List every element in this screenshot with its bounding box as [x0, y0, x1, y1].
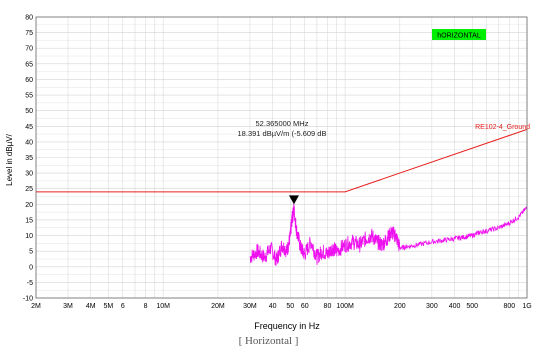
- y-tick-label: 25: [25, 186, 33, 193]
- y-tick-label: -10: [23, 296, 33, 303]
- x-tick-label: 500: [466, 303, 478, 310]
- plot-border: [35, 16, 528, 299]
- y-tick-label: 30: [25, 171, 33, 178]
- y-tick-label: 35: [25, 155, 33, 162]
- y-tick-label: 45: [25, 124, 33, 131]
- x-tick-label: 50: [286, 303, 294, 310]
- legend-tag-bg: [432, 29, 486, 40]
- y-tick-label: 60: [25, 77, 33, 84]
- y-tick-label: 5: [29, 249, 33, 256]
- y-tick-label: 10: [25, 233, 33, 240]
- x-axis-label: Frequency in Hz: [254, 321, 320, 331]
- y-tick-label: 50: [25, 108, 33, 115]
- marker-frequency: 52.365000 MHz: [256, 119, 309, 128]
- peak-marker: [288, 195, 299, 205]
- y-tick-label: 70: [25, 46, 33, 53]
- x-tick-label: 30M: [243, 303, 257, 310]
- y-tick-label: 65: [25, 61, 33, 68]
- y-tick-label: 80: [25, 15, 33, 22]
- x-tick-label: 4M: [86, 303, 96, 310]
- y-tick-label: 55: [25, 93, 33, 100]
- limit-line: [36, 128, 528, 193]
- x-tick-label: 800: [504, 303, 516, 310]
- chart-caption: [ Horizontal ]: [238, 335, 299, 347]
- y-tick-label: -5: [27, 280, 33, 287]
- x-tick-label: 6: [121, 303, 125, 310]
- x-tick-label: 8: [144, 303, 148, 310]
- x-tick-label: 80: [324, 303, 332, 310]
- marker-level: 18.391 dBµV/m (-5.609 dB: [238, 129, 327, 138]
- plot-frame: [0, 0, 537, 333]
- x-tick-label: 2M: [31, 303, 41, 310]
- x-tick-label: 3M: [63, 303, 73, 310]
- legend-tag: hORIZONTAL: [437, 33, 481, 40]
- y-tick-labels: -10 -5 0 5 10 15 20 25 30 35 40 45 50 55 60 65 70 75 80: [23, 15, 33, 303]
- x-tick-label: 100M: [336, 303, 354, 310]
- y-tick-label: 20: [25, 202, 33, 209]
- x-tick-label: 5M: [104, 303, 114, 310]
- measurement-trace: [249, 204, 528, 266]
- y-tick-label: 75: [25, 30, 33, 37]
- measurement-group: [249, 204, 528, 266]
- x-tick-label: 200: [394, 303, 406, 310]
- x-tick-label: 40: [269, 303, 277, 310]
- y-axis-label: Level in dBµV/: [5, 133, 14, 186]
- limit-line-group: [36, 128, 528, 193]
- y-tick-label: 15: [25, 217, 33, 224]
- x-tick-labels: 2M 3M 4M 5M 6 8 10M 20M 30M 40 50 60 80 100M 200 300 400…: [31, 303, 532, 310]
- x-tick-label: 1G: [522, 303, 531, 310]
- y-tick-label: 0: [29, 264, 33, 271]
- x-tick-label: 10M: [156, 303, 170, 310]
- x-tick-label: 300: [426, 303, 438, 310]
- x-tick-label: 400: [449, 303, 461, 310]
- axes: [35, 16, 528, 299]
- limit-label: RE102-4_Ground: [475, 124, 530, 131]
- x-tick-label: 20M: [211, 303, 225, 310]
- x-tick-label: 60: [301, 303, 309, 310]
- y-tick-label: 40: [25, 139, 33, 146]
